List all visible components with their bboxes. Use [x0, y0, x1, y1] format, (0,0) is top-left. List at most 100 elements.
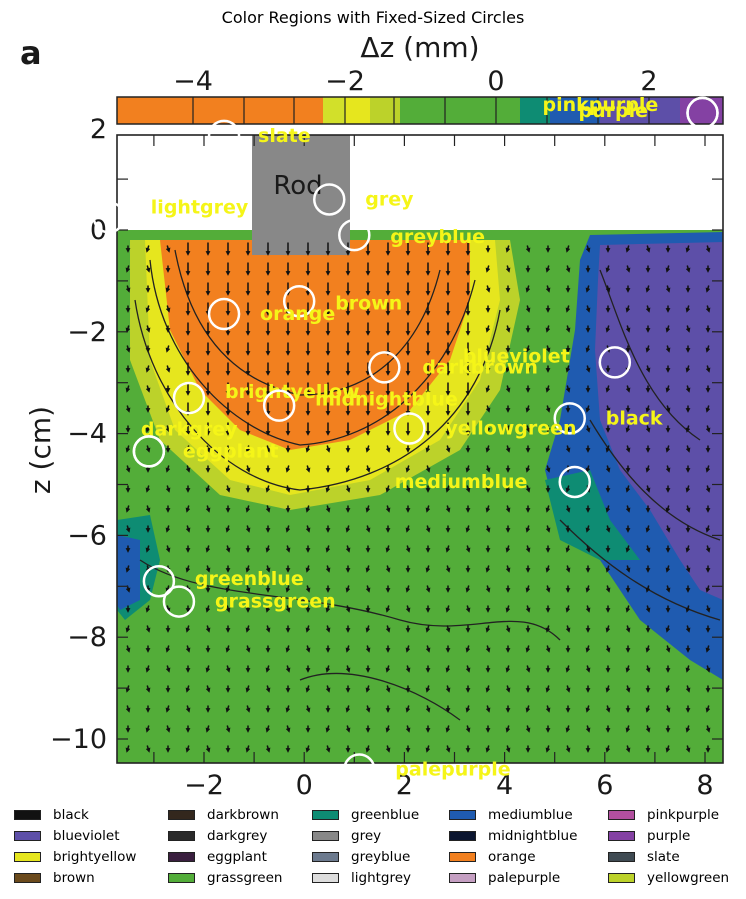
legend-swatch: [449, 872, 476, 883]
vector-arrow: [525, 245, 531, 253]
vector-arrow: [165, 285, 171, 293]
vector-arrow: [165, 645, 171, 653]
vector-arrow: [545, 645, 551, 653]
vector-arrow: [185, 465, 191, 473]
vector-arrow: [145, 445, 151, 453]
vector-arrow: [465, 605, 471, 613]
circle-label: slate: [258, 125, 311, 147]
vector-arrow: [565, 565, 571, 573]
vector-arrow: [405, 725, 411, 733]
x-tick-label: 4: [496, 770, 513, 800]
vector-arrow: [345, 645, 351, 653]
vector-arrow: [205, 445, 211, 453]
vector-arrow: [525, 365, 531, 373]
vector-arrow: [485, 265, 491, 273]
circle-label: orange: [260, 303, 335, 325]
circle-marker-greenblue: [142, 564, 176, 598]
vector-arrow: [645, 425, 651, 433]
circle-marker-palepurple: [343, 753, 376, 786]
circle-label: palepurple: [395, 759, 510, 781]
vector-arrow: [145, 265, 151, 273]
vector-arrow: [285, 485, 291, 493]
legend-item: greyblue: [312, 846, 419, 867]
vector-arrow: [625, 505, 631, 513]
vector-arrow: [625, 445, 631, 453]
vector-arrow: [625, 605, 631, 613]
vector-arrow: [625, 625, 631, 633]
vector-arrow: [685, 625, 691, 633]
vector-arrow: [585, 245, 591, 253]
vector-arrow: [705, 345, 711, 353]
vector-arrow: [665, 685, 671, 693]
vector-arrow: [125, 705, 131, 713]
vector-arrow: [545, 265, 551, 273]
legend-column: darkbrown darkgrey eggplant grassgreen: [168, 804, 282, 888]
vector-arrow: [625, 725, 631, 733]
legend-label: greyblue: [351, 848, 411, 865]
vector-arrow: [145, 305, 151, 313]
vector-arrow: [445, 545, 451, 553]
vector-arrow: [645, 605, 651, 613]
vector-arrow: [125, 325, 131, 333]
legend-item: greenblue: [312, 804, 419, 825]
legend-column: greenblue grey greyblue lightgrey: [312, 804, 419, 888]
y-axis-label: z (cm): [24, 406, 57, 494]
vector-arrow: [405, 485, 411, 493]
vector-arrow: [605, 705, 611, 713]
vector-arrow: [565, 625, 571, 633]
vector-arrow: [245, 625, 251, 633]
vector-arrow: [385, 625, 391, 633]
x-tick-label: 2: [396, 770, 413, 800]
vector-arrow: [205, 485, 211, 493]
vector-arrow: [585, 365, 591, 373]
vector-arrow: [245, 705, 251, 713]
vector-arrow: [345, 605, 351, 613]
vector-arrow: [445, 625, 451, 633]
vector-arrow: [465, 645, 471, 653]
heatmap-plot: Rod: [116, 134, 724, 764]
vector-arrow: [505, 685, 511, 693]
legend-swatch: [168, 809, 195, 820]
vector-arrow: [525, 725, 531, 733]
vector-arrow: [165, 405, 171, 413]
vector-arrow: [365, 645, 371, 653]
vector-arrow: [545, 385, 551, 393]
vector-arrow: [585, 705, 591, 713]
vector-arrow: [545, 505, 551, 513]
vector-arrow: [145, 425, 151, 433]
legend-swatch: [14, 872, 41, 883]
legend-column: black blueviolet brightyellow brown: [14, 804, 136, 888]
vector-arrow: [585, 665, 591, 673]
y-tick-label: −8: [67, 622, 107, 653]
circle-label: grassgreen: [215, 591, 336, 613]
vector-arrow: [485, 345, 491, 353]
vector-arrow: [525, 605, 531, 613]
vector-arrow: [625, 425, 631, 433]
vector-arrow: [125, 625, 131, 633]
legend-item: mediumblue: [449, 804, 577, 825]
vector-arrow: [345, 665, 351, 673]
vector-arrow: [265, 685, 271, 693]
vector-arrow: [305, 505, 311, 513]
vector-arrow: [625, 685, 631, 693]
vector-arrow: [125, 465, 131, 473]
vector-arrow: [265, 745, 271, 753]
vector-arrow: [125, 525, 131, 533]
vector-arrow: [665, 345, 671, 353]
vector-arrow: [265, 665, 271, 673]
vector-arrow: [505, 505, 511, 513]
vector-arrow: [665, 525, 671, 533]
vector-arrow: [505, 445, 511, 453]
vector-arrow: [665, 285, 671, 293]
vector-arrow: [585, 425, 591, 433]
legend-label: eggplant: [207, 848, 267, 865]
vector-arrow: [305, 585, 311, 593]
vector-arrow: [465, 525, 471, 533]
vector-arrow: [685, 305, 691, 313]
legend-label: lightgrey: [351, 869, 412, 886]
vector-arrow: [565, 665, 571, 673]
circle-label: eggplant: [183, 440, 279, 462]
circle-label: greyblue: [390, 226, 485, 248]
vector-arrow: [665, 585, 671, 593]
vector-arrow: [225, 585, 231, 593]
